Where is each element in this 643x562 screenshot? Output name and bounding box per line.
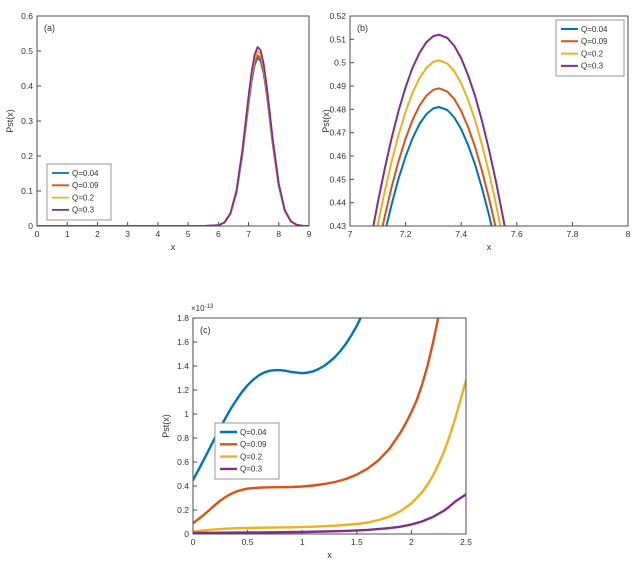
y-tick-label: 0.43 [329, 221, 346, 231]
y-tick-label: 0.8 [177, 433, 189, 443]
subplot-a: 0 1 2 3 4 5 6 7 8 9 0 0.1 0.2 0.3 0.4 0.5 0.6 (a) x Pst(x) Q… [2, 2, 320, 264]
x-tick-label: 1.5 [351, 537, 363, 547]
x-tick-label: 7.2 [400, 229, 412, 239]
y-tick-label: 0 [184, 529, 189, 539]
y-tick-label: 0.3 [21, 116, 33, 126]
series-line-q-0-09 [381, 87, 497, 226]
series-line-q-0-3 [193, 493, 466, 534]
x-tick-label: 2 [409, 537, 414, 547]
chart-a: 0 1 2 3 4 5 6 7 8 9 0 0.1 0.2 0.3 0.4 0.5 0.6 (a) x Pst(x) Q… [5, 11, 312, 252]
panel-label: (c) [200, 325, 211, 335]
series-line-q-0-2 [376, 59, 502, 226]
x-tick-label: 5 [186, 229, 191, 239]
legend-label-q-0-09: Q=0.09 [240, 440, 267, 449]
y-tick-label: 0.2 [177, 505, 189, 515]
x-tick-label: 1 [300, 537, 305, 547]
x-tick-label: 3 [125, 229, 130, 239]
chart-b: 7 7.2 7.4 7.6 7.8 8 0.43 0.44 0.45 0.46 0.47 0.48 0.… [321, 11, 631, 252]
x-tick-label: 7.4 [455, 229, 467, 239]
y-tick-label: 0.4 [177, 481, 189, 491]
y-tick-label: 0.5 [334, 58, 346, 68]
x-tick-label: 8 [626, 229, 631, 239]
x-tick-label: 0.5 [242, 537, 254, 547]
x-tick-label: 7.6 [511, 229, 523, 239]
legend-label-q-0-04: Q=0.04 [240, 428, 267, 437]
x-axis-label: x [487, 242, 492, 252]
legend-label-q-0-09: Q=0.09 [72, 181, 99, 190]
y-tick-label: 0.47 [329, 128, 346, 138]
legend-label-q-0-3: Q=0.3 [72, 206, 95, 215]
x-axis-label: x [171, 242, 176, 252]
x-tick-label: 8 [276, 229, 281, 239]
x-tick-label: 7 [246, 229, 251, 239]
legend-label-q-0-2: Q=0.2 [72, 193, 95, 202]
y-axis-label: Pst(x) [161, 414, 171, 438]
axes-box [192, 317, 467, 535]
series-line-q-0-09 [193, 318, 440, 525]
legend-label-q-0-2: Q=0.2 [581, 49, 604, 58]
x-tick-label: 4 [156, 229, 161, 239]
series-line-q-0-3 [372, 33, 506, 226]
y-tick-label: 0.48 [329, 104, 346, 114]
y-tick-label: 1.8 [177, 313, 189, 323]
x-tick-label: 2.5 [460, 537, 472, 547]
y-tick-label: 0.5 [21, 46, 33, 56]
y-tick-label: 0 [28, 221, 33, 231]
y-tick-label: 0.44 [329, 198, 346, 208]
subplot-b: 7 7.2 7.4 7.6 7.8 8 0.43 0.44 0.45 0.46 0.47 0.48 0.… [320, 2, 642, 264]
panel-label: (a) [44, 23, 55, 33]
y-tick-label: 1.4 [177, 361, 189, 371]
x-tick-label: 9 [307, 229, 312, 239]
chart-c: 0 0.5 1 1.5 2 2.5 0 0.2 0.4 0.6 0.8 1 1.2 1.4 1.6 1.8 (c… [161, 304, 472, 560]
legend-label-q-0-3: Q=0.3 [240, 465, 263, 474]
y-tick-label: 1.2 [177, 385, 189, 395]
y-tick-label: 0.46 [329, 151, 346, 161]
x-tick-label: 0 [35, 229, 40, 239]
y-tick-label: 0.6 [21, 11, 33, 21]
y-axis-label: Pst(x) [5, 109, 15, 133]
x-tick-label: 7 [348, 229, 353, 239]
axes-box [349, 15, 629, 227]
y-tick-label: 1 [184, 409, 189, 419]
y-axis-exponent: ×10-13 [191, 304, 214, 313]
legend-label-q-0-3: Q=0.3 [581, 62, 604, 71]
series-line-q-0-3 [37, 46, 309, 226]
series-line-q-0-04 [385, 106, 493, 226]
y-tick-label: 0.1 [21, 186, 33, 196]
y-tick-label: 0.52 [329, 11, 346, 21]
legend-label-q-0-2: Q=0.2 [240, 452, 263, 461]
y-tick-label: 0.49 [329, 81, 346, 91]
axes-box [36, 15, 310, 227]
x-tick-label: 7.8 [566, 229, 578, 239]
x-tick-label: 6 [216, 229, 221, 239]
y-axis-label: Pst(x) [321, 109, 331, 133]
x-axis-label: x [327, 550, 332, 560]
legend-label-q-0-04: Q=0.04 [72, 169, 99, 178]
legend-label-q-0-09: Q=0.09 [581, 37, 608, 46]
y-tick-label: 0.45 [329, 174, 346, 184]
x-tick-label: 2 [95, 229, 100, 239]
y-tick-label: 0.51 [329, 34, 346, 44]
legend-label-q-0-04: Q=0.04 [581, 25, 608, 34]
y-tick-label: 0.4 [21, 81, 33, 91]
x-tick-label: 1 [65, 229, 70, 239]
x-tick-label: 0 [191, 537, 196, 547]
panel-label: (b) [357, 23, 368, 33]
y-tick-label: 0.6 [177, 457, 189, 467]
y-tick-label: 1.6 [177, 337, 189, 347]
series-line-q-0-2 [193, 379, 466, 533]
subplot-c: 0 0.5 1 1.5 2 2.5 0 0.2 0.4 0.6 0.8 1 1.2 1.4 1.6 1.8 (c… [158, 294, 484, 560]
y-tick-label: 0.2 [21, 151, 33, 161]
